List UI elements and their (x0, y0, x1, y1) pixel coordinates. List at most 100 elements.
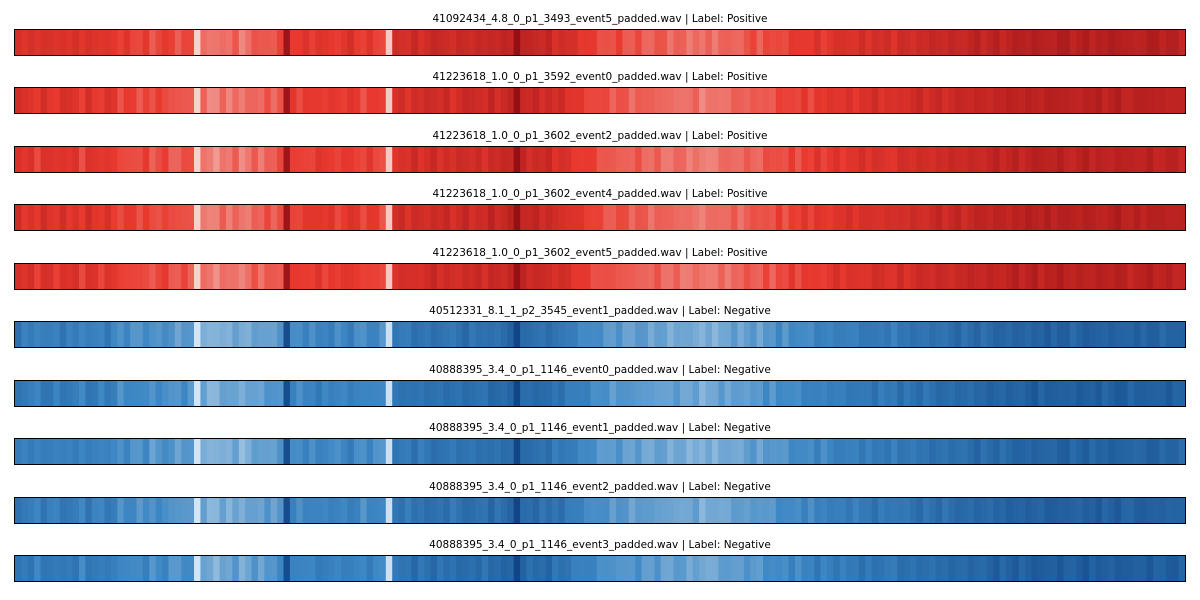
heatmap-cell (1012, 147, 1020, 172)
heatmap-cell (1057, 205, 1065, 230)
heatmap-cell (884, 88, 892, 113)
heatmap-cell (948, 322, 956, 347)
heatmap-cell (142, 264, 150, 289)
heatmap-cell (615, 264, 623, 289)
heatmap-cell (596, 147, 604, 172)
heatmap-cell (590, 322, 598, 347)
heatmap-cell (974, 147, 982, 172)
heatmap-cell (884, 381, 892, 406)
heatmap-cell (417, 88, 425, 113)
heatmap-cell (667, 264, 675, 289)
heatmap-cell (590, 498, 598, 523)
heatmap-cell (347, 30, 355, 55)
heatmap-cell (961, 556, 969, 581)
heatmap-cell (475, 381, 483, 406)
heatmap-cell (948, 88, 956, 113)
heatmap-cell (820, 498, 828, 523)
heatmap-cell (104, 439, 112, 464)
heatmap-cell (264, 322, 272, 347)
heatmap-cell (277, 381, 285, 406)
heatmap-cell (15, 498, 22, 523)
heatmap-cell (814, 264, 822, 289)
heatmap-cell (609, 439, 617, 464)
heatmap-cell (500, 205, 508, 230)
heatmap-cell (360, 381, 368, 406)
heatmap-cell (200, 322, 208, 347)
heatmap-cell (782, 264, 790, 289)
heatmap-cell (353, 381, 361, 406)
heatmap-cell (628, 381, 636, 406)
heatmap-cell (826, 147, 834, 172)
heatmap-cell (360, 322, 368, 347)
heatmap-cell (839, 30, 847, 55)
heatmap-cell (1082, 556, 1090, 581)
heatmap-cell (443, 264, 451, 289)
heatmap-cell (78, 147, 86, 172)
heatmap-cell (1146, 322, 1154, 347)
heatmap-cell (750, 264, 758, 289)
heatmap-cell (1178, 381, 1185, 406)
heatmap-cell (98, 322, 106, 347)
heatmap-cell (360, 147, 368, 172)
heatmap-cell (526, 498, 534, 523)
heatmap-cell (641, 88, 649, 113)
heatmap-cell (993, 498, 1001, 523)
heatmap-cell (871, 498, 879, 523)
heatmap-cell (289, 264, 297, 289)
heatmap-cell (1025, 556, 1033, 581)
heatmap-cell (27, 30, 35, 55)
heatmap-cell (443, 439, 451, 464)
heatmap-cell (1089, 439, 1097, 464)
heatmap-cell (462, 439, 470, 464)
heatmap-cell (584, 147, 592, 172)
heatmap-cell (500, 264, 508, 289)
heatmap-cell (743, 264, 751, 289)
heatmap-cell (462, 264, 470, 289)
heatmap-cell (858, 205, 866, 230)
heatmap-cell (647, 30, 655, 55)
heatmap-cell (481, 205, 489, 230)
heatmap-cell (897, 30, 905, 55)
heatmap-cell (590, 264, 598, 289)
heatmap-cell (1165, 439, 1173, 464)
heatmap-cell (353, 556, 361, 581)
heatmap-cell (328, 439, 336, 464)
heatmap-cell (353, 264, 361, 289)
heatmap-cell (974, 88, 982, 113)
heatmap-cell (309, 556, 317, 581)
heatmap-cell (424, 205, 432, 230)
heatmap-cell (315, 264, 323, 289)
heatmap-cell (85, 264, 93, 289)
heatmap-cell (507, 30, 515, 55)
heatmap-cell (705, 147, 713, 172)
heatmap-cell (206, 381, 214, 406)
heatmap-cell (833, 381, 841, 406)
heatmap-cell (782, 322, 790, 347)
panel-title: 41223618_1.0_0_p1_3592_event0_padded.wav… (432, 71, 768, 83)
heatmap-cell (468, 264, 476, 289)
heatmap-cell (532, 264, 540, 289)
heatmap-cell (903, 88, 911, 113)
heatmap-cell (302, 381, 310, 406)
heatmap-cell (46, 264, 54, 289)
heatmap-cell (590, 381, 598, 406)
heatmap-cell (807, 147, 815, 172)
heatmap-cell (59, 498, 67, 523)
heatmap-cell (756, 498, 764, 523)
heatmap-cell (699, 264, 707, 289)
heatmap-cell (1121, 498, 1129, 523)
heatmap-cell (641, 147, 649, 172)
heatmap-cell (436, 381, 444, 406)
heatmap-cell (187, 30, 195, 55)
heatmap-cell (424, 381, 432, 406)
heatmap-cell (552, 30, 560, 55)
heatmap-cell (1121, 439, 1129, 464)
heatmap-cell (187, 381, 195, 406)
heatmap-cell (341, 322, 349, 347)
heatmap-cell (814, 556, 822, 581)
heatmap-cell (1044, 205, 1052, 230)
heatmap-cell (72, 30, 80, 55)
heatmap-cell (718, 439, 726, 464)
heatmap-cell (910, 147, 918, 172)
heatmap-cell (1082, 322, 1090, 347)
